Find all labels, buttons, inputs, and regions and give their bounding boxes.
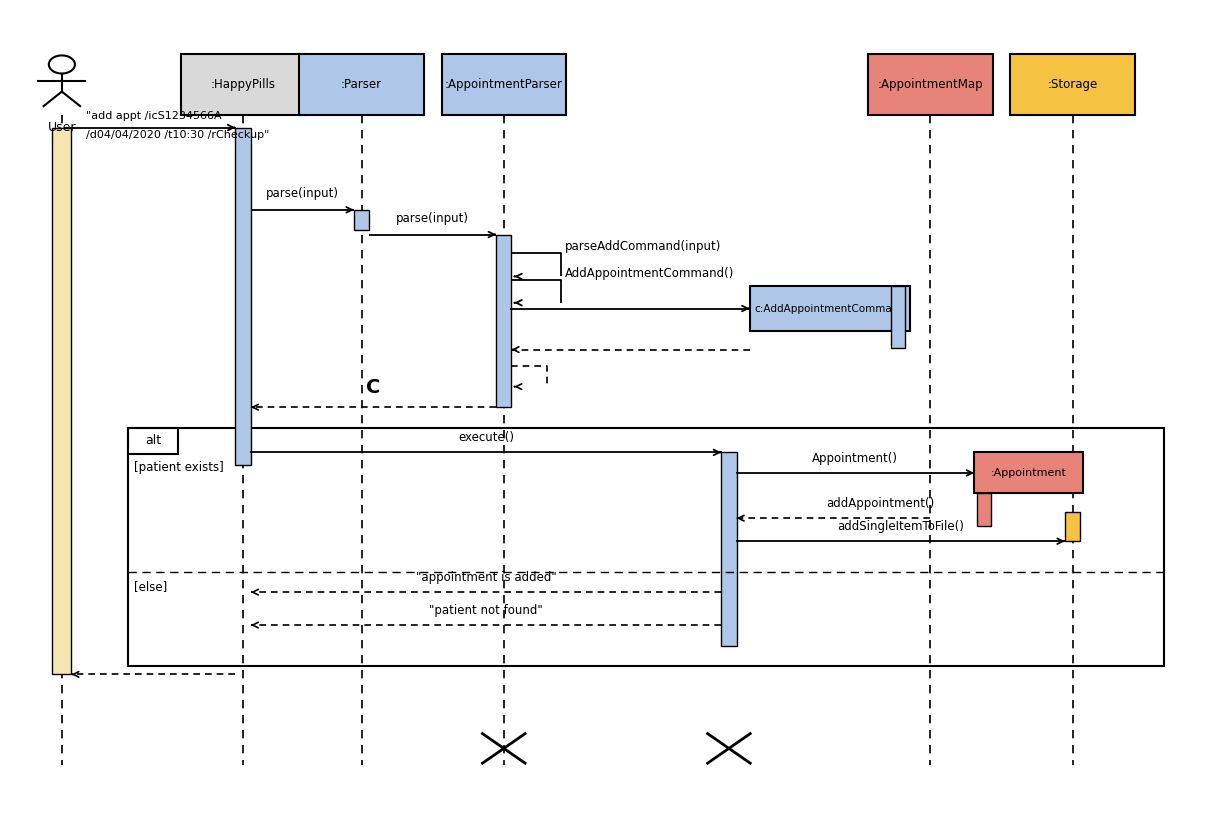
- Bar: [441, 54, 566, 115]
- Text: "add appt /icS1234566A: "add appt /icS1234566A: [86, 111, 221, 121]
- Text: execute(): execute(): [458, 431, 514, 444]
- Bar: [128, 428, 1164, 666]
- Bar: [891, 286, 904, 347]
- Text: [else]: [else]: [134, 580, 167, 593]
- Bar: [496, 234, 511, 407]
- Bar: [52, 128, 71, 675]
- Text: "patient not found": "patient not found": [429, 604, 543, 617]
- Text: [patient exists]: [patient exists]: [134, 461, 224, 473]
- Text: :AppointmentMap: :AppointmentMap: [878, 78, 983, 91]
- Bar: [722, 452, 736, 646]
- Text: AddAppointmentCommand(): AddAppointmentCommand(): [565, 267, 734, 279]
- Text: parse(input): parse(input): [397, 211, 469, 225]
- Bar: [354, 210, 369, 231]
- Text: :Parser: :Parser: [341, 78, 382, 91]
- Text: addSingleItemToFile(): addSingleItemToFile(): [838, 520, 964, 533]
- Bar: [128, 428, 178, 454]
- Text: :AppointmentParser: :AppointmentParser: [445, 78, 562, 91]
- Bar: [750, 286, 909, 331]
- Bar: [300, 54, 424, 115]
- Text: C: C: [366, 378, 381, 398]
- Bar: [974, 452, 1083, 493]
- Text: "appointment is added": "appointment is added": [416, 571, 556, 584]
- Bar: [181, 54, 306, 115]
- Bar: [1011, 54, 1135, 115]
- Text: c:AddAppointmentCommand: c:AddAppointmentCommand: [754, 304, 906, 314]
- Text: :HappyPills: :HappyPills: [210, 78, 276, 91]
- Text: User: User: [47, 121, 76, 134]
- Text: alt: alt: [145, 435, 161, 447]
- Text: parseAddCommand(input): parseAddCommand(input): [565, 241, 722, 253]
- Text: :Appointment: :Appointment: [990, 468, 1066, 478]
- Bar: [1065, 512, 1080, 541]
- Text: :Storage: :Storage: [1047, 78, 1098, 91]
- Text: Appointment(): Appointment(): [812, 451, 898, 465]
- Bar: [977, 493, 990, 526]
- Text: /d04/04/2020 /t10:30 /rCheckup": /d04/04/2020 /t10:30 /rCheckup": [86, 130, 268, 140]
- Text: addAppointment(): addAppointment(): [827, 497, 935, 510]
- Bar: [236, 128, 250, 465]
- Text: parse(input): parse(input): [266, 187, 339, 200]
- Bar: [868, 54, 993, 115]
